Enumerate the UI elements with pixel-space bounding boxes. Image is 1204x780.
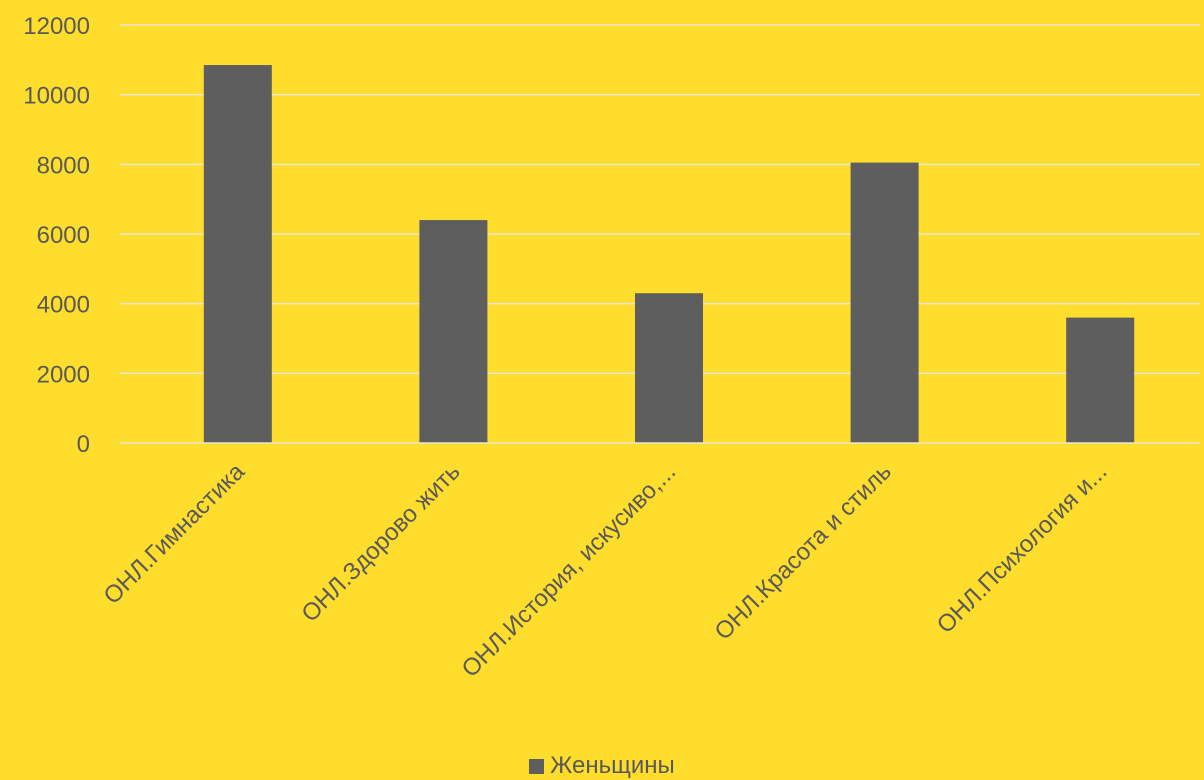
x-tick-label: ОНЛ.Красота и стиль — [710, 458, 897, 645]
legend: Женьщины — [0, 752, 1204, 780]
x-tick-label: ОНЛ.Гимнастика — [98, 458, 250, 610]
bar — [635, 293, 703, 443]
bar — [850, 162, 919, 443]
legend-label: Женьщины — [550, 752, 675, 779]
x-tick-label: ОНЛ.История, искусиво,... — [457, 458, 682, 683]
bars — [203, 65, 1135, 443]
y-tick-label: 12000 — [23, 13, 90, 40]
y-axis-tick-labels: 0 2000 4000 6000 8000 10000 12000 — [23, 13, 90, 458]
gridlines — [120, 24, 1200, 375]
x-axis-tick-labels: ОНЛ.Гимнастика ОНЛ.Здорово житьОНЛ.Истори… — [98, 458, 1112, 683]
bar — [203, 65, 272, 443]
y-tick-label: 8000 — [37, 152, 90, 179]
y-tick-label: 4000 — [37, 292, 90, 319]
legend-swatch — [529, 758, 545, 774]
x-tick-label: ОНЛ.Психология и... — [932, 458, 1113, 639]
y-tick-label: 10000 — [23, 83, 90, 110]
y-tick-label: 0 — [77, 431, 90, 458]
x-tick-label: ОНЛ.Здорово жить — [296, 458, 465, 627]
y-tick-label: 6000 — [37, 222, 90, 249]
bar-chart-plot: 0 2000 4000 6000 8000 10000 12000 ОНЛ.Гимнасти… — [23, 13, 1200, 683]
bar — [1066, 317, 1135, 443]
y-tick-label: 2000 — [37, 361, 90, 388]
bar — [419, 220, 488, 443]
